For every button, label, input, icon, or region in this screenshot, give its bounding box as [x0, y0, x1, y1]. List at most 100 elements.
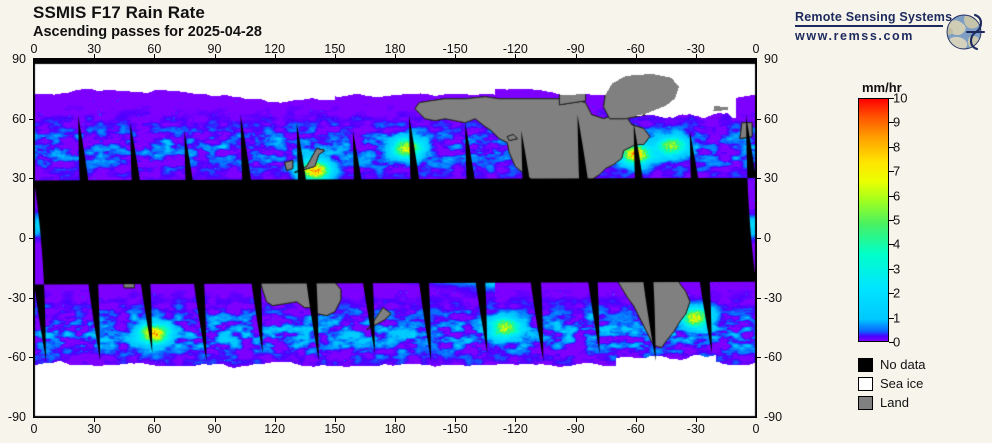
x-axis-tickmark [635, 418, 637, 422]
colorbar-tick-0: 0 [893, 334, 901, 350]
colorbar-tick-4: 4 [893, 236, 901, 252]
colorbar-tickmark [889, 317, 894, 319]
y-axis-tickmark [757, 357, 761, 359]
x-axis-tickmark [695, 54, 697, 58]
y-axis-tick-right--60: -60 [764, 350, 783, 365]
colorbar-tickmark [889, 195, 894, 197]
colorbar-tickmark [889, 171, 894, 173]
y-axis-tickmark [29, 118, 33, 120]
y-axis-tickmark [757, 238, 761, 239]
colorbar-tick-3: 3 [893, 261, 901, 277]
x-axis-tick-bottom--30: -30 [686, 422, 705, 436]
x-axis-tick-top--150: -150 [442, 42, 468, 56]
y-axis-tick-right-30: 30 [764, 171, 778, 186]
colorbar-tickmark [889, 268, 894, 270]
y-axis-tickmark [757, 178, 761, 180]
x-axis-tick-top-60: 60 [147, 42, 162, 56]
legend-item-land: Land [858, 394, 926, 411]
legend-item-sea-ice: Sea ice [858, 375, 926, 392]
x-axis-tick-top-150: 150 [324, 42, 346, 56]
x-axis-tickmark [334, 54, 336, 58]
y-axis-tick-left-0: 0 [19, 231, 26, 245]
map-plot-area[interactable] [33, 58, 757, 418]
colorbar[interactable] [858, 98, 889, 342]
x-axis-tickmark [94, 418, 96, 422]
legend-swatch [858, 395, 873, 410]
colorbar-unit-label: mm/hr [862, 80, 902, 95]
x-axis-tick-top-0: 0 [752, 42, 760, 56]
x-axis-tick-top-30: 30 [87, 42, 102, 56]
y-axis-tick-right--90: -90 [764, 410, 783, 424]
y-axis-tick-right--30: -30 [764, 290, 783, 305]
y-axis-tick-left-60: 60 [12, 111, 26, 126]
x-axis-tickmark [154, 54, 156, 58]
x-axis-tick-bottom-120: 120 [264, 422, 286, 436]
colorbar-tickmark [889, 293, 894, 295]
x-axis-tickmark [274, 54, 276, 58]
x-axis-tickmark [214, 418, 216, 422]
colorbar-tickmark [889, 146, 894, 148]
x-axis-tick-bottom-180: 180 [384, 422, 406, 436]
y-axis-tickmark [29, 178, 33, 180]
x-axis-tick-bottom-150: 150 [324, 422, 346, 436]
x-axis-tick-top-120: 120 [264, 42, 286, 56]
colorbar-tick-6: 6 [893, 188, 901, 204]
x-axis-tickmark [575, 54, 577, 58]
y-axis-tick-right-0: 0 [764, 231, 771, 245]
x-axis-tickmark [515, 418, 517, 422]
y-axis-tickmark [757, 297, 761, 299]
x-axis-tick-bottom-60: 60 [147, 422, 162, 436]
colorbar-tick-10: 10 [893, 90, 908, 106]
page-subtitle: Ascending passes for 2025-04-28 [33, 24, 262, 40]
x-axis-tick-bottom-90: 90 [207, 422, 222, 436]
colorbar-tickmark [889, 220, 894, 221]
x-axis-tick-top-0: 0 [30, 42, 38, 56]
rain-rate-map [34, 59, 756, 417]
y-axis-tickmark [29, 357, 33, 359]
y-axis-tick-left--60: -60 [7, 350, 26, 365]
colorbar-gradient [859, 99, 888, 341]
x-axis-tick-top--120: -120 [502, 42, 528, 56]
x-axis-tickmark [214, 54, 216, 58]
y-axis-tick-right-90: 90 [764, 52, 778, 66]
x-axis-tickmark [575, 418, 577, 422]
legend-swatch [858, 357, 873, 372]
x-axis-tickmark [695, 418, 697, 422]
colorbar-tick-1: 1 [893, 310, 901, 326]
colorbar-tick-2: 2 [893, 285, 901, 301]
x-axis-tick-bottom--90: -90 [566, 422, 585, 436]
x-axis-tickmark [94, 54, 96, 58]
y-axis-tickmark [757, 118, 761, 120]
x-axis-tick-bottom-30: 30 [87, 422, 102, 436]
legend-item-no-data: No data [858, 356, 926, 373]
x-axis-tick-bottom-0: 0 [752, 422, 760, 436]
colorbar-tick-7: 7 [893, 163, 901, 179]
globe-icon [946, 13, 986, 51]
x-axis-tick-bottom--60: -60 [626, 422, 645, 436]
x-axis-tick-bottom--120: -120 [502, 422, 528, 436]
logo-url[interactable]: www.remss.com [795, 29, 914, 43]
remss-logo[interactable]: Remote Sensing Systems www.remss.com [795, 10, 986, 58]
y-axis-tick-left--30: -30 [7, 290, 26, 305]
x-axis-tick-top-180: 180 [384, 42, 406, 56]
x-axis-tickmark [274, 418, 276, 422]
colorbar-tickmark [889, 244, 894, 246]
y-axis-tick-left-30: 30 [12, 171, 26, 186]
colorbar-tick-9: 9 [893, 114, 901, 130]
x-axis-tickmark [515, 54, 517, 58]
x-axis-tickmark [455, 54, 457, 58]
y-axis-tickmark [29, 297, 33, 299]
title-block: SSMIS F17 Rain Rate Ascending passes for… [33, 3, 262, 41]
y-axis-tickmark [29, 238, 33, 239]
y-axis-tick-left--90: -90 [7, 410, 26, 424]
legend-label: Land [880, 395, 909, 410]
x-axis-tickmark [154, 418, 156, 422]
x-axis-tickmark [455, 418, 457, 422]
y-axis-tick-left-90: 90 [12, 52, 26, 66]
colorbar-tickmark [889, 342, 894, 343]
colorbar-tick-5: 5 [893, 212, 901, 228]
y-axis-tick-right-60: 60 [764, 111, 778, 126]
logo-divider [795, 25, 943, 27]
colorbar-tickmark [889, 122, 894, 124]
legend-swatch [858, 376, 873, 391]
